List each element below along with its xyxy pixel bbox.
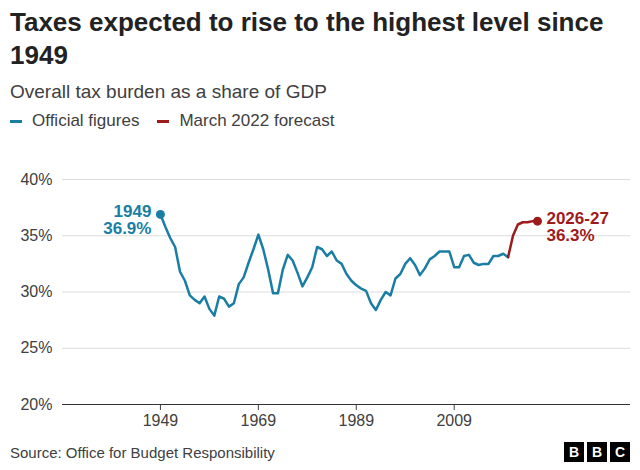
svg-text:30%: 30% [20, 283, 52, 300]
svg-text:2026-2736.3%: 2026-2736.3% [546, 209, 608, 245]
html-text:Overall tax burden as a share: Overall tax burden as a share of GDP [10, 81, 327, 102]
svg-text:2009: 2009 [436, 412, 472, 429]
html-text:Taxes expected to rise to the: Taxes expected to rise to the highest le… [10, 7, 604, 70]
svg-text:1969: 1969 [241, 412, 277, 429]
svg-text:194936.9%: 194936.9% [103, 202, 151, 238]
svg-text:25%: 25% [20, 339, 52, 356]
html-text:B: B [568, 444, 580, 460]
html-text:March 2022 forecast: March 2022 forecast [179, 111, 335, 130]
html-text:Official figures: Official figures [32, 111, 140, 130]
html-text:B: B [591, 444, 603, 460]
svg-text:1949: 1949 [143, 412, 179, 429]
svg-text:40%: 40% [20, 171, 52, 188]
html-text:C: C [614, 444, 626, 460]
svg-text:35%: 35% [20, 227, 52, 244]
svg-text:1989: 1989 [338, 412, 374, 429]
html-text:Source: Office for Budget Resp: Source: Office for Budget Responsibility [10, 443, 275, 461]
svg-text:20%: 20% [20, 396, 52, 413]
